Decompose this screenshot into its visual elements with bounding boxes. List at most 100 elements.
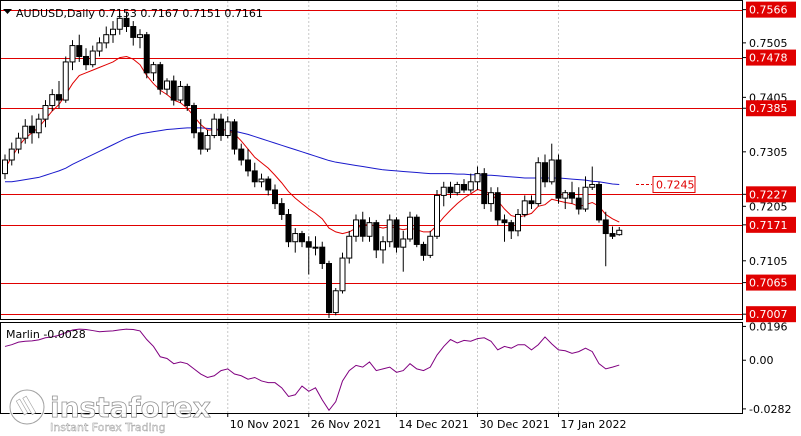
candle-body bbox=[575, 197, 582, 210]
candle-body bbox=[481, 173, 488, 205]
candle-body bbox=[582, 186, 589, 210]
candle-body bbox=[332, 290, 339, 314]
candle-body bbox=[2, 159, 8, 175]
candle-body bbox=[265, 178, 272, 191]
candle-body bbox=[96, 42, 103, 52]
candle-body bbox=[245, 159, 251, 172]
candle-body bbox=[508, 222, 515, 232]
time-tick-label: 10 Nov 2021 bbox=[230, 418, 300, 431]
price-badge bbox=[746, 306, 796, 323]
candle-body bbox=[69, 45, 76, 63]
candle-body bbox=[319, 246, 326, 265]
candle-body bbox=[116, 17, 123, 30]
candle-body bbox=[62, 61, 69, 101]
price-badge-label: 0.7566 bbox=[749, 4, 788, 17]
candle-body bbox=[420, 243, 427, 256]
price-badge bbox=[746, 186, 796, 203]
time-tick-label: 30 Dec 2021 bbox=[480, 418, 550, 431]
indicator-label: Marlin -0.0028 bbox=[6, 328, 86, 341]
candle-body bbox=[157, 64, 164, 90]
ma-slow-path bbox=[5, 127, 620, 186]
oscillator-line bbox=[4, 328, 620, 412]
candle-body bbox=[305, 241, 312, 248]
candle-body bbox=[609, 233, 616, 237]
candle-body bbox=[407, 216, 413, 240]
candle-body bbox=[238, 148, 245, 161]
candle-body bbox=[602, 219, 609, 235]
candle-body bbox=[386, 219, 393, 243]
candle-body bbox=[137, 34, 143, 38]
candle-body bbox=[184, 85, 191, 107]
candle-body bbox=[474, 173, 481, 183]
symbol-info: AUDUSD,Daily 0.7153 0.7167 0.7151 0.7161 bbox=[16, 7, 263, 20]
candle-body bbox=[596, 184, 602, 221]
candle-body bbox=[400, 238, 407, 248]
candle-body bbox=[197, 132, 204, 150]
candle-body bbox=[353, 219, 359, 237]
callout-box bbox=[652, 176, 696, 194]
price-badge bbox=[746, 49, 796, 66]
candle-body bbox=[29, 125, 35, 134]
candle-body bbox=[177, 85, 184, 101]
instaforex-logo-icon bbox=[8, 388, 46, 426]
osc-tick-label: -0.0282 bbox=[749, 403, 791, 416]
candle-body bbox=[548, 159, 555, 183]
price-badge bbox=[746, 100, 796, 117]
candle-body bbox=[413, 216, 420, 245]
candle-body bbox=[164, 80, 170, 90]
candle-body bbox=[467, 181, 474, 191]
price-badge-label: 0.7171 bbox=[749, 219, 788, 232]
candle-body bbox=[393, 219, 400, 248]
candle-body bbox=[569, 192, 575, 199]
osc-tick-label: 0.0196 bbox=[749, 320, 788, 333]
candle-body bbox=[292, 233, 299, 243]
candle-body bbox=[170, 80, 177, 101]
price-tick-label: 0.7505 bbox=[749, 37, 788, 50]
candle-body bbox=[447, 186, 454, 194]
callout-text: 0.7245 bbox=[656, 179, 695, 192]
candle-body bbox=[346, 235, 353, 259]
price-badge bbox=[746, 1, 796, 18]
candle-body bbox=[494, 192, 501, 221]
candle-body bbox=[56, 94, 62, 101]
candle-body bbox=[589, 184, 596, 188]
main-chart-frame bbox=[0, 0, 743, 320]
candle-body bbox=[83, 55, 89, 66]
candle-body bbox=[218, 118, 224, 136]
price-tick-label: 0.7305 bbox=[749, 146, 788, 159]
ma-slow-line bbox=[5, 127, 620, 186]
candle-body bbox=[515, 213, 521, 232]
candle-body bbox=[366, 222, 373, 237]
candle-body bbox=[103, 34, 110, 44]
candle-body bbox=[339, 257, 346, 292]
time-tick-label: 26 Nov 2021 bbox=[311, 418, 381, 431]
candle-body bbox=[204, 134, 211, 150]
price-badge-label: 0.7007 bbox=[749, 308, 788, 321]
time-tick-label: 17 Jan 2022 bbox=[561, 418, 627, 431]
candle-body bbox=[22, 125, 29, 139]
candle-body bbox=[285, 213, 292, 243]
candle-body bbox=[440, 186, 447, 196]
price-badge-label: 0.7385 bbox=[749, 102, 788, 115]
candle-body bbox=[278, 203, 285, 215]
candle-body bbox=[110, 28, 116, 36]
watermark-brand: instaforex bbox=[50, 391, 211, 424]
candle-body bbox=[454, 184, 461, 194]
candle-body bbox=[8, 148, 15, 161]
candle-body bbox=[130, 26, 137, 38]
candle-body bbox=[373, 222, 380, 251]
indicator-frame bbox=[0, 322, 743, 414]
candle-body bbox=[224, 121, 231, 136]
candle-body bbox=[76, 45, 83, 57]
candle-body bbox=[211, 118, 218, 136]
time-tick-label: 14 Dec 2021 bbox=[399, 418, 469, 431]
candle-body bbox=[15, 137, 22, 150]
watermark-tagline: Instant Forex Trading bbox=[50, 421, 166, 434]
collapse-triangle-icon[interactable] bbox=[3, 9, 12, 14]
candle-body bbox=[312, 246, 319, 249]
candle-body bbox=[150, 64, 157, 74]
price-tick-label: 0.7105 bbox=[749, 255, 788, 268]
candle-body bbox=[521, 200, 528, 215]
instaforex-watermark: instaforex Instant Forex Trading bbox=[8, 388, 211, 434]
